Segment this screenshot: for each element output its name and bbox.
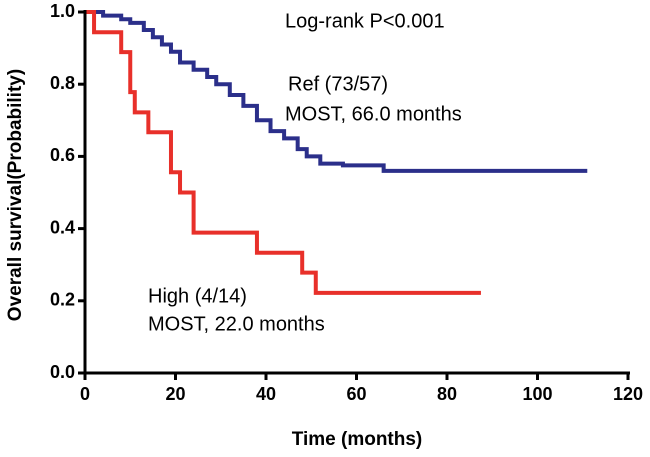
x-tick-label: 100 xyxy=(522,384,552,404)
x-tick-label: 80 xyxy=(437,384,457,404)
y-tick-label: 0.8 xyxy=(50,73,75,93)
annotation: MOST, 22.0 months xyxy=(148,313,325,335)
survival-curve xyxy=(85,10,588,173)
x-tick-label: 120 xyxy=(613,384,643,404)
x-tick-label: 0 xyxy=(80,384,90,404)
y-tick-label: 0.4 xyxy=(50,217,75,237)
survival-curve xyxy=(85,10,481,295)
y-tick-label: 1.0 xyxy=(50,1,75,21)
y-tick-label: 0.0 xyxy=(50,362,75,382)
annotation: Log-rank P<0.001 xyxy=(285,10,445,32)
y-tick-label: 0.2 xyxy=(50,290,75,310)
x-axis-title: Time (months) xyxy=(292,429,423,450)
x-tick-label: 60 xyxy=(346,384,366,404)
y-axis-title: Overall survival(Probability) xyxy=(5,69,26,321)
annotation: High (4/14) xyxy=(148,285,247,307)
x-tick-label: 40 xyxy=(256,384,276,404)
y-tick-label: 0.6 xyxy=(50,145,75,165)
annotation: MOST, 66.0 months xyxy=(285,103,462,125)
annotation: Ref (73/57) xyxy=(288,73,388,95)
x-tick-label: 20 xyxy=(165,384,185,404)
